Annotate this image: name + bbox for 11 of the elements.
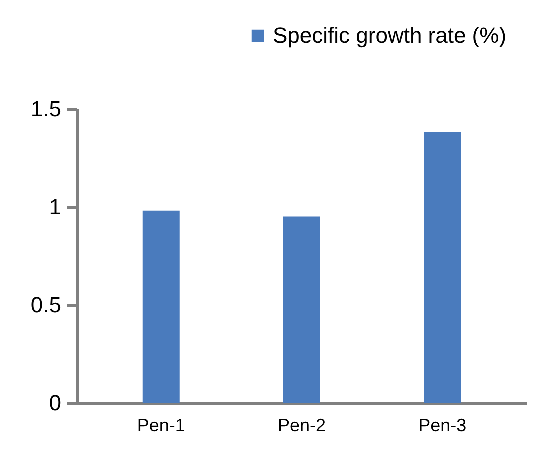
bar bbox=[424, 132, 462, 403]
y-tick-label: 0 bbox=[49, 390, 62, 416]
bar bbox=[284, 216, 320, 403]
x-tick-label: Pen-1 bbox=[137, 416, 186, 436]
bar bbox=[142, 210, 180, 403]
x-tick-label: Pen-3 bbox=[418, 416, 467, 436]
x-tick-label: Pen-2 bbox=[278, 416, 326, 436]
y-tick-label: 0.5 bbox=[30, 292, 62, 318]
legend-label: Specific growth rate (%) bbox=[273, 23, 507, 48]
y-tick-label: 1 bbox=[49, 194, 62, 220]
y-tick-label: 1.5 bbox=[30, 96, 62, 122]
